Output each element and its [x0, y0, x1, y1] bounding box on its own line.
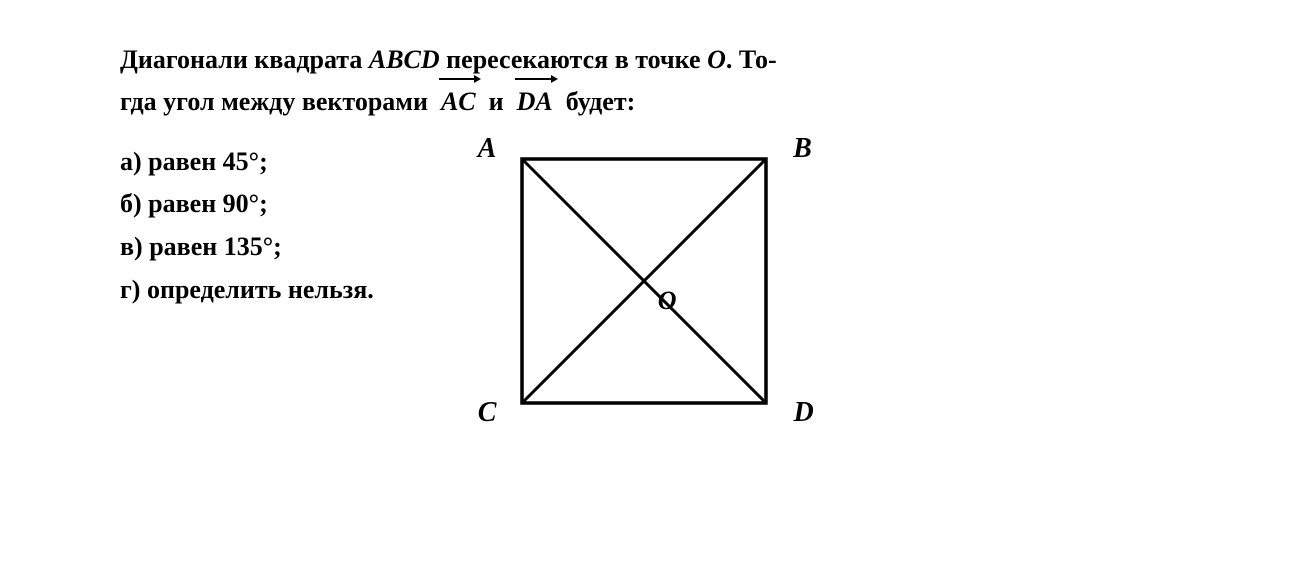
square-name: ABCD: [369, 45, 440, 74]
vector-ac: AC: [441, 80, 476, 122]
text: Диагонали квадрата: [120, 45, 369, 74]
text: и: [482, 87, 510, 116]
center-label-o: O: [658, 286, 677, 316]
vector-da: DA: [517, 80, 553, 122]
vertex-label-b: B: [793, 133, 812, 165]
square-svg: [504, 141, 784, 421]
square-diagram: A B C D O: [504, 141, 784, 421]
text: гда угол между векторами: [120, 87, 434, 116]
problem-statement: Диагонали квадрата ABCD пересекаются в т…: [120, 40, 1170, 123]
vertex-label-d: D: [794, 397, 814, 429]
answer-options: а) равен 45°; б) равен 90°; в) равен 135…: [120, 141, 374, 313]
text: пересекаются в точке: [440, 45, 707, 74]
vertex-label-c: C: [478, 397, 497, 429]
text: будет:: [559, 87, 635, 116]
text: . То-: [726, 45, 777, 74]
point-name: O: [707, 45, 726, 74]
option-a: а) равен 45°;: [120, 141, 374, 184]
option-b: б) равен 90°;: [120, 183, 374, 226]
option-c: в) равен 135°;: [120, 226, 374, 269]
option-d: г) определить нельзя.: [120, 269, 374, 312]
vertex-label-a: A: [478, 133, 497, 165]
